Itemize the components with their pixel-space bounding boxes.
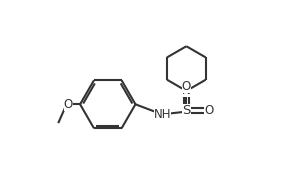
Text: O: O bbox=[204, 104, 213, 117]
Text: NH: NH bbox=[154, 108, 171, 121]
Text: O: O bbox=[64, 98, 73, 111]
Text: S: S bbox=[182, 104, 191, 117]
Text: O: O bbox=[182, 80, 191, 93]
Text: N: N bbox=[182, 84, 191, 97]
